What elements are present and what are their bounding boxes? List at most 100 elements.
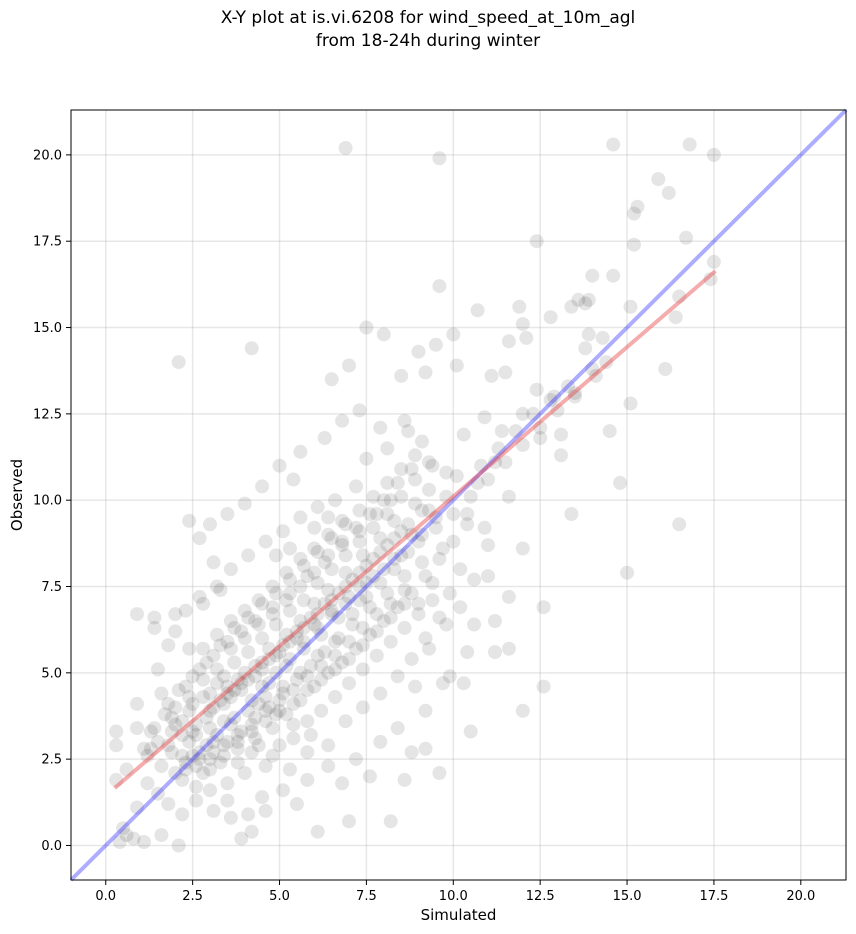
data-point xyxy=(286,472,301,487)
data-point xyxy=(279,658,294,673)
data-point xyxy=(262,652,277,666)
data-point xyxy=(300,569,315,584)
data-point xyxy=(366,489,381,504)
data-point xyxy=(439,465,454,480)
data-point xyxy=(140,776,155,791)
data-point xyxy=(234,724,249,739)
data-point xyxy=(307,617,322,632)
data-point xyxy=(178,755,193,770)
data-point xyxy=(449,358,464,373)
data-point xyxy=(241,548,256,563)
data-point xyxy=(585,362,600,376)
data-point xyxy=(415,503,429,518)
data-point xyxy=(206,803,221,818)
data-point xyxy=(501,489,516,504)
data-point xyxy=(164,745,179,760)
data-point xyxy=(189,717,204,732)
data-point xyxy=(241,703,256,718)
data-point xyxy=(293,444,308,459)
data-point xyxy=(449,469,464,483)
data-point xyxy=(293,693,308,708)
y-tick-label: 10.0 xyxy=(33,494,62,509)
data-point xyxy=(251,617,266,632)
data-point xyxy=(328,690,343,704)
data-point xyxy=(481,538,495,553)
data-point xyxy=(620,565,635,580)
data-point xyxy=(241,610,256,625)
data-point xyxy=(216,669,231,684)
data-point xyxy=(206,745,221,760)
data-point xyxy=(248,731,263,746)
data-point xyxy=(321,665,336,680)
data-point xyxy=(349,752,363,767)
data-point xyxy=(369,624,384,639)
data-point xyxy=(338,565,353,580)
data-point xyxy=(248,669,263,684)
data-point xyxy=(282,572,297,587)
data-point xyxy=(203,686,217,701)
data-point xyxy=(255,790,270,805)
data-point xyxy=(418,703,433,718)
data-point xyxy=(550,403,565,418)
x-tick-label: 10.0 xyxy=(439,889,468,904)
data-point xyxy=(387,551,402,566)
data-point xyxy=(352,403,367,418)
data-point xyxy=(529,382,544,397)
data-point xyxy=(672,517,687,532)
data-point xyxy=(335,513,350,528)
y-tick-label: 7.5 xyxy=(41,580,62,595)
data-point xyxy=(352,503,367,518)
data-point xyxy=(661,185,676,200)
grid xyxy=(71,110,846,880)
data-point xyxy=(269,707,283,722)
data-point xyxy=(189,779,204,794)
data-point xyxy=(164,724,179,739)
data-point xyxy=(189,793,204,808)
data-point xyxy=(150,662,165,677)
data-point xyxy=(401,424,416,439)
data-point xyxy=(300,714,315,729)
data-point xyxy=(248,614,263,628)
data-point xyxy=(230,741,245,756)
data-point xyxy=(467,617,482,632)
data-point xyxy=(321,738,336,753)
data-point xyxy=(387,531,402,546)
data-point xyxy=(623,299,638,314)
y-tick-label: 17.5 xyxy=(33,235,62,250)
data-point xyxy=(401,517,416,532)
data-point xyxy=(262,676,277,691)
data-point xyxy=(216,714,231,729)
data-point xyxy=(481,569,495,584)
data-point xyxy=(220,793,235,808)
data-point xyxy=(213,638,228,653)
data-point xyxy=(175,807,190,822)
data-point xyxy=(321,527,336,542)
data-point xyxy=(373,576,388,590)
data-point xyxy=(251,696,266,711)
data-point xyxy=(192,589,207,604)
data-point xyxy=(196,641,211,656)
data-point xyxy=(390,475,405,490)
data-point xyxy=(477,520,492,535)
data-point xyxy=(463,724,478,739)
data-point xyxy=(227,655,242,670)
data-point xyxy=(126,831,141,846)
data-point xyxy=(185,669,200,684)
data-point xyxy=(258,703,273,718)
data-point xyxy=(536,600,551,615)
data-point xyxy=(515,406,530,421)
data-point xyxy=(342,676,356,691)
data-point xyxy=(602,424,617,439)
data-point xyxy=(130,721,144,736)
data-point xyxy=(418,365,433,380)
x-tick-label: 20.0 xyxy=(786,889,815,904)
data-point xyxy=(324,607,339,622)
data-point xyxy=(199,738,214,753)
data-point xyxy=(561,379,575,394)
data-point xyxy=(130,800,144,815)
data-point xyxy=(296,593,311,608)
data-point xyxy=(234,683,249,698)
data-point xyxy=(460,507,475,521)
data-point xyxy=(672,289,687,304)
data-point xyxy=(203,752,217,767)
